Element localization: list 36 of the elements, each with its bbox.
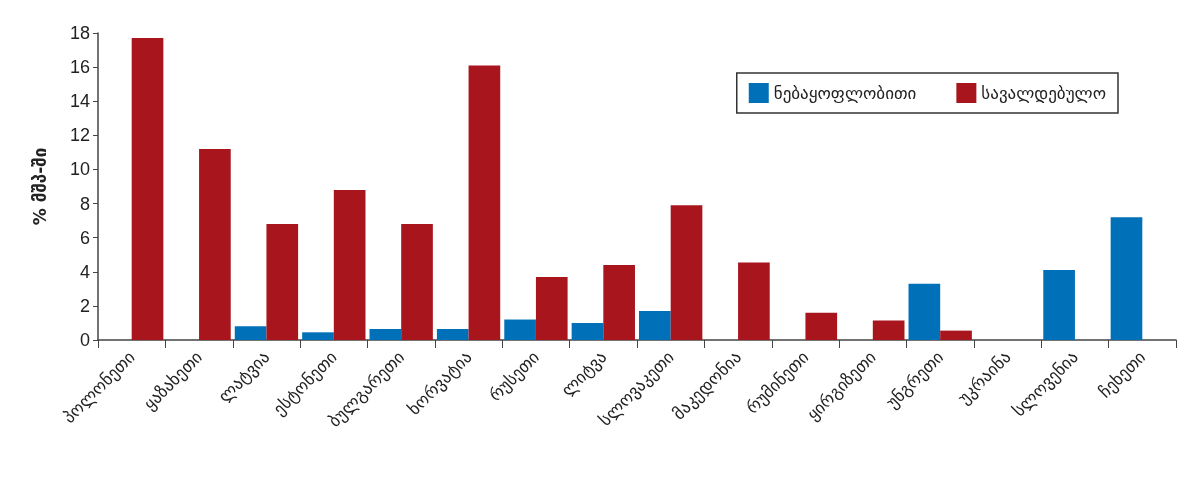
y-tick-label: 10 — [69, 159, 90, 180]
bar — [805, 312, 838, 340]
y-tick-label: 12 — [69, 125, 90, 146]
y-tick-label: 6 — [79, 227, 90, 248]
y-tick-label: 8 — [79, 193, 90, 214]
bar — [333, 189, 366, 340]
y-tick-label: 4 — [79, 261, 90, 282]
bar — [872, 320, 905, 340]
bar — [535, 276, 568, 340]
bar — [401, 224, 433, 340]
bar — [369, 328, 402, 340]
bar — [199, 148, 231, 340]
bar — [436, 328, 469, 340]
bar — [940, 330, 972, 340]
legend-label: ნებაყოფლობითი — [773, 83, 917, 103]
bar — [1110, 217, 1143, 340]
y-tick-label: 2 — [79, 295, 90, 316]
bar — [504, 319, 536, 340]
bar — [670, 205, 703, 340]
y-tick-label: 0 — [79, 330, 90, 350]
bar — [603, 264, 635, 340]
bar — [908, 283, 941, 340]
y-axis-title: % მშპ-ში — [29, 147, 50, 226]
y-tick-label: 14 — [69, 91, 90, 112]
bar — [1043, 270, 1075, 340]
legend-label: სავალდებულო — [981, 83, 1106, 103]
bar — [266, 224, 299, 340]
bar — [468, 65, 501, 340]
bar — [234, 326, 267, 340]
bar — [571, 322, 604, 340]
bar — [302, 332, 334, 340]
y-tick-label: 16 — [69, 57, 90, 78]
bar — [639, 311, 671, 340]
bar — [131, 38, 164, 340]
y-tick-label: 18 — [69, 23, 90, 43]
bar — [738, 262, 770, 340]
